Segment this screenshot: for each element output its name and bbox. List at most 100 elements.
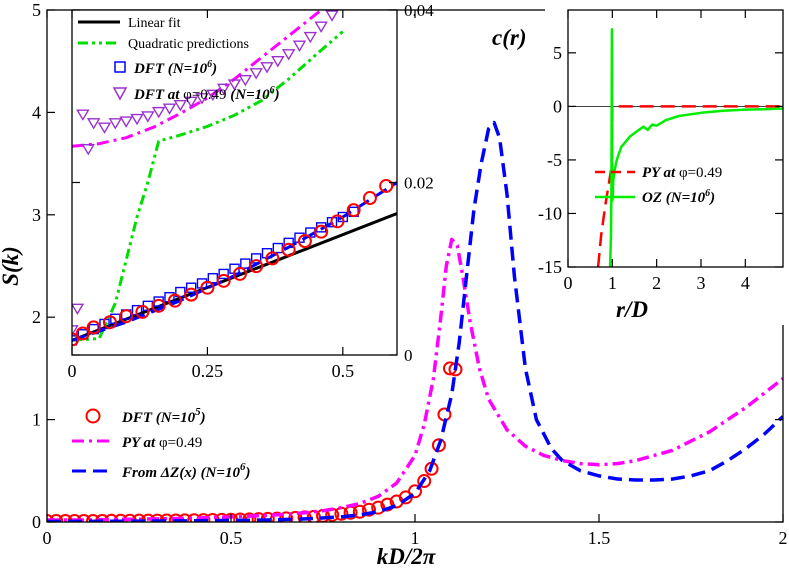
inset_left-series-dft-at-0-49-n-10-6-point (314, 21, 328, 33)
inset_right-ytick-label: -5 (547, 150, 562, 170)
inset_left-series-dft-at-0-49-n-10-6-point (249, 68, 263, 80)
inset_right-ytick-label: -15 (538, 257, 562, 277)
inset_left-series-dft-at-0-49-n-10-6-point (130, 113, 144, 126)
inset_left-clip-group (72, 10, 397, 347)
inset_left-series-dft-n-10-5-inset (72, 178, 394, 347)
main-clip-group (47, 120, 783, 522)
main-ytick-label: 5 (32, 0, 41, 20)
inset_left-series-dft-n-10-6-point (250, 253, 262, 264)
legend-label-dft-n1e6: DFT (N=106) (133, 59, 217, 77)
inset_left-series-dft-at-0-49-n-10-6-point (86, 118, 101, 130)
main-series-dft-n-10-5-point (362, 502, 376, 517)
inset_left-series-dft-at-0-49-n-10-6-point (260, 62, 274, 74)
inset_left-series-dft-at-0-49-n-10-6-point (271, 56, 285, 68)
inset_left-series-dft-n-10-6-point (72, 335, 78, 346)
main-xtick-label: 0.5 (220, 528, 243, 548)
inset_left-series-dft-n-10-6-point (218, 268, 229, 280)
main-ytick-label: 3 (32, 205, 41, 225)
inset_left-series-dft-n-10-5-inset-point (346, 203, 361, 218)
inset_left-series-dft-n-10-5-inset-point (151, 298, 166, 313)
inset_left-series-dft-n-10-5-inset-point (135, 304, 150, 319)
main-xtick-label: 1.5 (588, 528, 611, 548)
legend-label-linear-fit: Linear fit (128, 16, 181, 31)
inset_left-series-dft-n-10-5-inset-point (249, 259, 264, 274)
inset_left-series-dft-n-10-5-inset-point (297, 234, 312, 249)
inset_right-xtick-label: 3 (696, 273, 705, 293)
inset_left-series-dft-at-0-49-n-10-6-point (281, 49, 296, 61)
inset_right-ytick-label: 0 (553, 96, 562, 116)
main-series-dft-n-10-5-point (380, 497, 395, 512)
inset_left-series-dft-at-0-49-n-10-6-point (227, 79, 242, 91)
inset_left-series-dft-at-0-49-n-10-6-point (216, 83, 231, 96)
inset_left-xtick-label: 0.5 (332, 361, 355, 381)
main-series-dft-n-10-5-point (371, 500, 386, 515)
inset_left-series-dft-at-0-49-n-10-6-point (119, 116, 133, 128)
inset_right-series-py-at-0-49-line (596, 105, 783, 267)
legend-label-deltaz: From ΔZ(x) (N=106) (121, 461, 250, 481)
main-legend: DFT (N=105) PY at φ=0.49 From ΔZ(x) (N=1… (72, 406, 250, 481)
legend-label-oz: OZ (N=106) (642, 188, 715, 206)
inset_left-ytick-label: 0.02 (404, 174, 434, 193)
inset_left-series-dft-n-10-6-point (185, 282, 197, 293)
inset_left-series-dft-n-10-5-inset-point (232, 266, 247, 281)
main-ytick-label: 0 (32, 512, 41, 532)
inset_right-xtick-label: 0 (564, 273, 573, 293)
main-xtick-label: 1 (411, 528, 420, 548)
inset_left-series-dft-n-10-5-inset-point (119, 309, 134, 324)
inset_left-series-dft-at-0-49-n-10-6-point (184, 96, 198, 108)
inset_left-series-dft-n-10-5-inset-point (330, 214, 345, 229)
inset_left-xtick-label: 0 (68, 361, 77, 381)
inset_left-series-dft-n-10-5-inset-point (167, 293, 182, 308)
main-series-layer (47, 120, 783, 522)
inset-right-legend: PY at φ=0.49 OZ (N=106) (595, 165, 722, 206)
inset_left-series-dft-at-0-49-n-10-6-point (108, 118, 123, 130)
inset_left-series-dft-n-10-5-inset-point (379, 178, 394, 193)
inset_left-series-dft-n-10-5-inset-point (362, 191, 377, 206)
inset_left-series-dft-at-0-49-n-10-6-point (72, 303, 85, 315)
inset_left-series-dft-at-0-49-n-10-6-point (238, 75, 253, 87)
inset-left-ticks: 0 0.25 0.5 0 0.02 0.04 (68, 1, 435, 381)
inset_right-xtick-label: 4 (741, 273, 750, 293)
legend-label-py-cr: PY at φ=0.49 (642, 165, 722, 181)
inset_left-series-dft-at-0-49-n-10-6-point (76, 109, 90, 121)
inset-right-frame (567, 9, 784, 268)
main-series-dft-n-10-5-point (431, 438, 446, 453)
main-series-dft-n-10-5-point (352, 504, 367, 519)
inset_left-series-dft-n-10-5-inset-point (86, 320, 101, 335)
main-series-py-at-0-49-line (47, 237, 783, 522)
inset-right: 0 1 2 3 4 -15 -10 -5 0 5 r/D c(r) PY at φ=0.49 OZ… (492, 3, 788, 325)
inset_left-series-dft-at-0-49-n-10-6-point (325, 10, 339, 22)
inset_left-series-dft-at-0-49-n-10-6 (72, 10, 339, 337)
inset_left-series-dft-n-10-5-inset-point (102, 315, 117, 330)
inset_right-ytick-label: 5 (553, 43, 562, 63)
inset-right-series-layer (568, 28, 783, 267)
inset_left-series-dft-at-0-49-n-10-6-point (206, 89, 220, 102)
inset_left-series-dft-n-10-5-inset-point (75, 326, 90, 341)
inset_left-series-dft-at-0-49-n-10-6-point (162, 103, 177, 115)
inset_left-series-dft-n-10-5-inset-point (281, 242, 296, 257)
inset-left: 0 0.25 0.5 0 0.02 0.04 Linear fit Quadratic p… (68, 1, 435, 381)
main-series-from-z-x-n-10-6-line (47, 120, 783, 522)
inset_right-series-oz-n-10-6-line (608, 28, 783, 267)
inset_left-ytick-label: 0.04 (404, 1, 434, 20)
inset_left-series-dft-at-0-49-n-10-6-point (303, 31, 318, 44)
main-ytick-label: 1 (32, 410, 41, 430)
main-ytick-label: 4 (32, 102, 41, 122)
inset-left-series-layer (72, 10, 397, 347)
inset_left-ytick-label: 0 (404, 346, 413, 365)
inset_left-series-py-at-0-49-inset-line (72, 10, 324, 148)
inset_right-clip-group (596, 28, 783, 267)
main-xlabel: kD/2π (377, 544, 437, 569)
inset_left-series-dft-n-10-5-inset-point (216, 273, 231, 288)
inset_left-series-dft-n-10-5-inset-point (72, 332, 79, 347)
main-series-dft-n-10-5-point (417, 474, 432, 489)
inset_left-series-dft-n-10-5-inset-point (184, 287, 199, 302)
legend-marker-dft-phi (112, 87, 128, 101)
inset_left-series-dft-at-0-49-n-10-6-point (72, 325, 79, 337)
inset_right-ytick-label: -10 (538, 203, 562, 223)
inset_left-series-dft-at-0-49-n-10-6-point (151, 106, 166, 119)
inset_right-xtick-label: 2 (652, 273, 661, 293)
inset-right-background (545, 3, 788, 325)
